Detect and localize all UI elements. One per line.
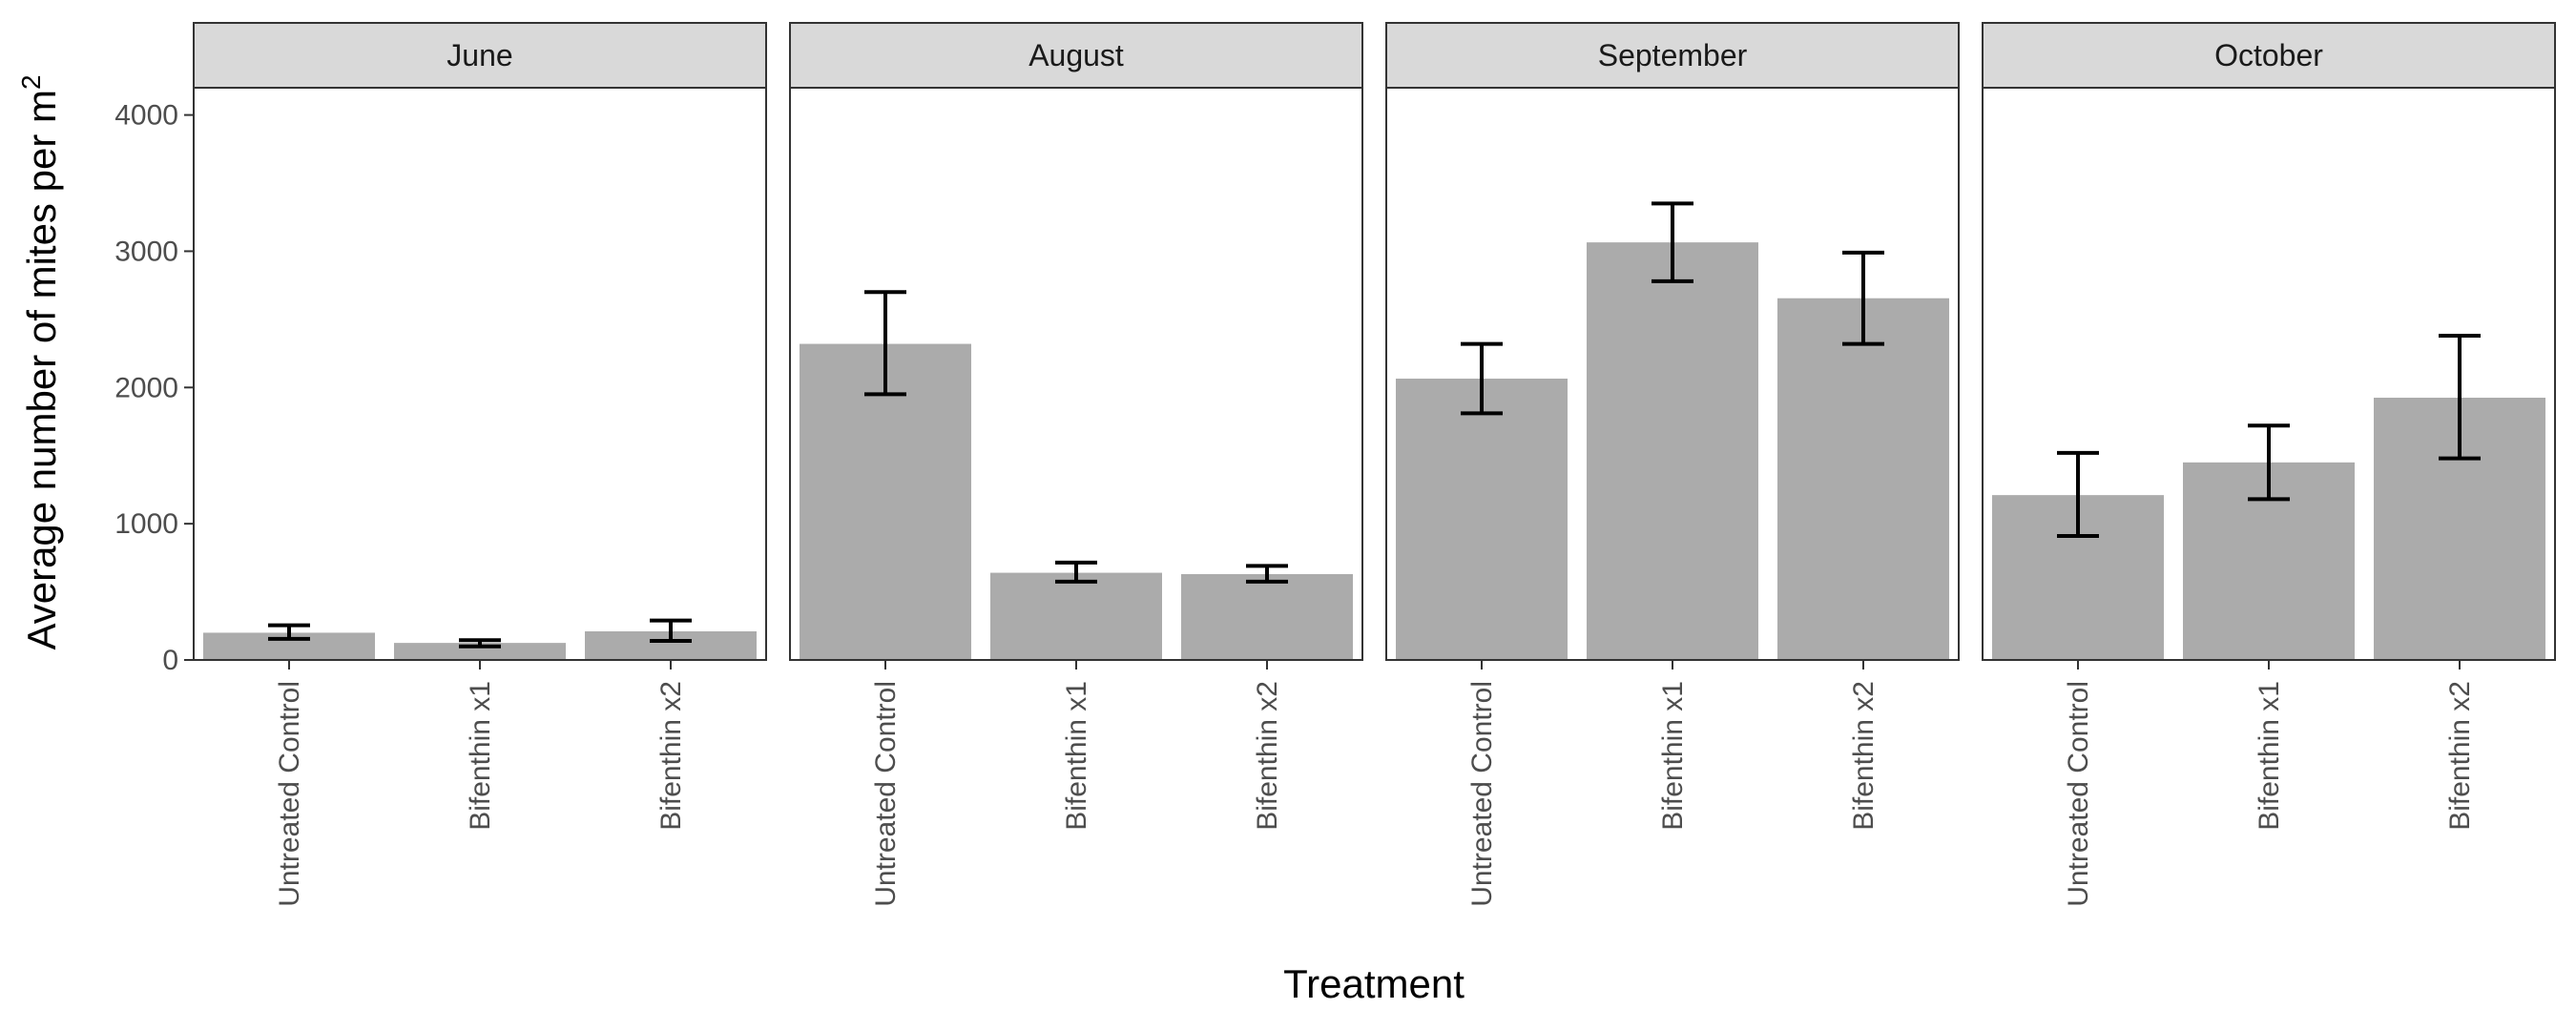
facet-panel-june: June Untreated Control Bifenthin x1 Bifenth… [193,22,767,907]
y-axis-title-text: Average number of mites per m [19,90,64,650]
bar [394,643,566,660]
facet-strip [789,22,1363,89]
error-bar [2248,423,2290,502]
x-tick-label: Bifenthin x1 [465,681,496,831]
error-bar [1246,564,1288,584]
facet-panel-september: September Untreated Control Bifenthin x1 Bi… [1385,22,1960,907]
bar [990,572,1162,660]
x-tick-label: Bifenthin x2 [655,681,687,831]
error-bar [268,623,310,641]
facet-strip-label: October [2214,38,2323,72]
bar [800,343,971,660]
facet-panels: June Untreated Control Bifenthin x1 Bifenth… [193,22,2556,907]
bar [1396,379,1568,660]
x-axis-title: Treatment [1283,961,1465,1006]
y-tick-label: 4000 [114,100,178,132]
error-bar [650,618,692,643]
panel-border [1982,87,2556,661]
x-tick-label: Bifenthin x2 [1252,681,1283,831]
y-axis-title-superscript: 2 [16,74,46,90]
facet-strip [1982,22,2556,89]
panel-border [193,87,767,661]
facet-strip-label: September [1598,38,1748,72]
error-bar [459,638,501,649]
facet-strip [193,22,767,89]
x-tick-label: Untreated Control [870,681,902,907]
error-bar [864,290,906,397]
error-bar [1652,201,1693,283]
x-tick-label: Bifenthin x1 [2254,681,2285,831]
x-tick-label: Bifenthin x1 [1061,681,1092,831]
error-bar [2057,450,2099,538]
facet-strip [1385,22,1960,89]
error-bar [1842,250,1884,346]
y-tick-label: 1000 [114,508,178,540]
y-tick-label: 3000 [114,236,178,267]
error-bar [2439,334,2481,461]
facet-strip-label: August [1028,38,1124,72]
x-tick-label: Bifenthin x1 [1657,681,1689,831]
panel-border [789,87,1363,661]
y-tick-label: 0 [162,645,178,676]
x-tick-label: Bifenthin x2 [2444,681,2476,831]
y-axis-title: Average number of mites per m2 [16,74,64,649]
x-tick-label: Untreated Control [274,681,305,907]
bar [1587,242,1758,660]
facet-strip-label: June [447,38,512,72]
error-bar [1055,560,1097,584]
error-bar [1461,341,1503,416]
panel-border [1385,87,1960,661]
bar [1777,298,1949,660]
x-tick-label: Untreated Control [1466,681,1498,907]
y-axis: 0 1000 2000 3000 4000 [114,100,194,676]
y-tick-label: 2000 [114,372,178,403]
facet-panel-august: August Untreated Control Bifenthin x1 Bifen… [789,22,1363,907]
facet-panel-october: October Untreated Control Bifenthin x1 Bife… [1982,22,2556,907]
x-tick-label: Bifenthin x2 [1848,681,1880,831]
x-tick-label: Untreated Control [2063,681,2094,907]
bar [1181,574,1353,660]
